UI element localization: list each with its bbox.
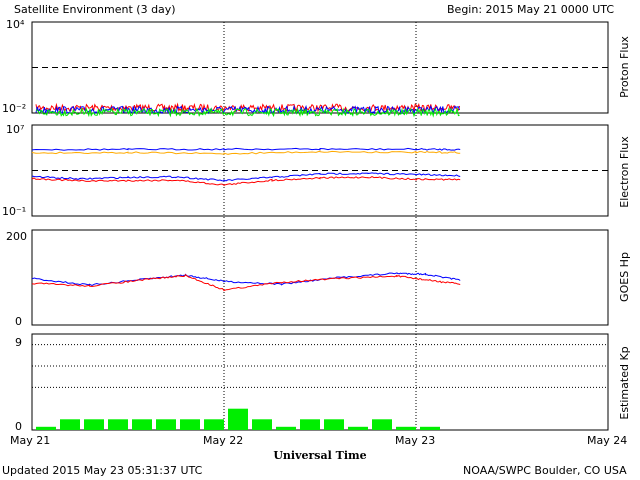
kp-bar	[252, 419, 272, 430]
kp-bar	[180, 419, 200, 430]
kp-bar	[132, 419, 152, 430]
goes-hp-plot	[31, 272, 461, 292]
x-axis-label: Universal Time	[273, 449, 366, 462]
kp-ytick-bottom: 0	[15, 420, 22, 433]
goes_hp-series-1	[31, 273, 461, 292]
kp-bar	[276, 426, 296, 430]
kp-bar	[420, 426, 440, 430]
electron-panel-frame	[31, 124, 609, 217]
goes-ytick-top: 200	[6, 230, 27, 243]
day-gridlines	[223, 22, 417, 430]
kp-bar	[108, 419, 128, 430]
goes_hp-series-0	[31, 272, 461, 286]
kp-bars-plot	[32, 344, 608, 430]
electron-series-3	[31, 176, 461, 187]
kp-bar	[156, 419, 176, 430]
electron-flux-plot	[31, 147, 608, 187]
kp-bar	[348, 426, 368, 430]
xtick-may22: May 22	[203, 434, 243, 447]
xtick-may21: May 21	[10, 434, 50, 447]
proton-ytick-bottom: 10⁻²	[2, 102, 26, 115]
proton-series-2	[35, 107, 460, 118]
kp-bar	[84, 419, 104, 430]
proton-panel-frame	[31, 21, 609, 114]
electron-ytick-top: 10⁷	[6, 123, 24, 136]
proton-series-1	[35, 104, 461, 116]
kp-ytick-top: 9	[15, 336, 22, 349]
kp-bar	[324, 419, 344, 430]
kp-bar	[228, 408, 248, 430]
goes-ytick-bottom: 0	[15, 315, 22, 328]
proton-flux-plot	[32, 67, 608, 118]
electron-series-1	[31, 150, 461, 155]
electron-series-0	[31, 147, 461, 151]
kp-bar	[372, 419, 392, 430]
kp-bar	[300, 419, 320, 430]
electron-ytick-bottom: 10⁻¹	[2, 205, 26, 218]
xtick-may23: May 23	[395, 434, 435, 447]
begin-time: Begin: 2015 May 21 0000 UTC	[447, 3, 614, 16]
goes-ylabel: GOES Hp	[618, 252, 631, 302]
credit-text: NOAA/SWPC Boulder, CO USA	[463, 464, 627, 477]
electron-series-2	[31, 172, 461, 182]
kp-bar	[36, 426, 56, 430]
goes-hp-panel-frame	[31, 229, 609, 326]
kp-panel-frame	[31, 333, 609, 431]
kp-bar	[60, 419, 80, 430]
xtick-may24: May 24	[587, 434, 627, 447]
kp-ylabel: Estimated Kp	[618, 346, 631, 419]
chart-title: Satellite Environment (3 day)	[14, 3, 176, 16]
kp-bar	[204, 419, 224, 430]
kp-bar	[396, 426, 416, 430]
proton-ytick-top: 10⁴	[6, 18, 25, 31]
electron-ylabel: Electron Flux	[618, 136, 631, 208]
proton-ylabel: Proton Flux	[618, 36, 631, 98]
updated-timestamp: Updated 2015 May 23 05:31:37 UTC	[2, 464, 203, 477]
